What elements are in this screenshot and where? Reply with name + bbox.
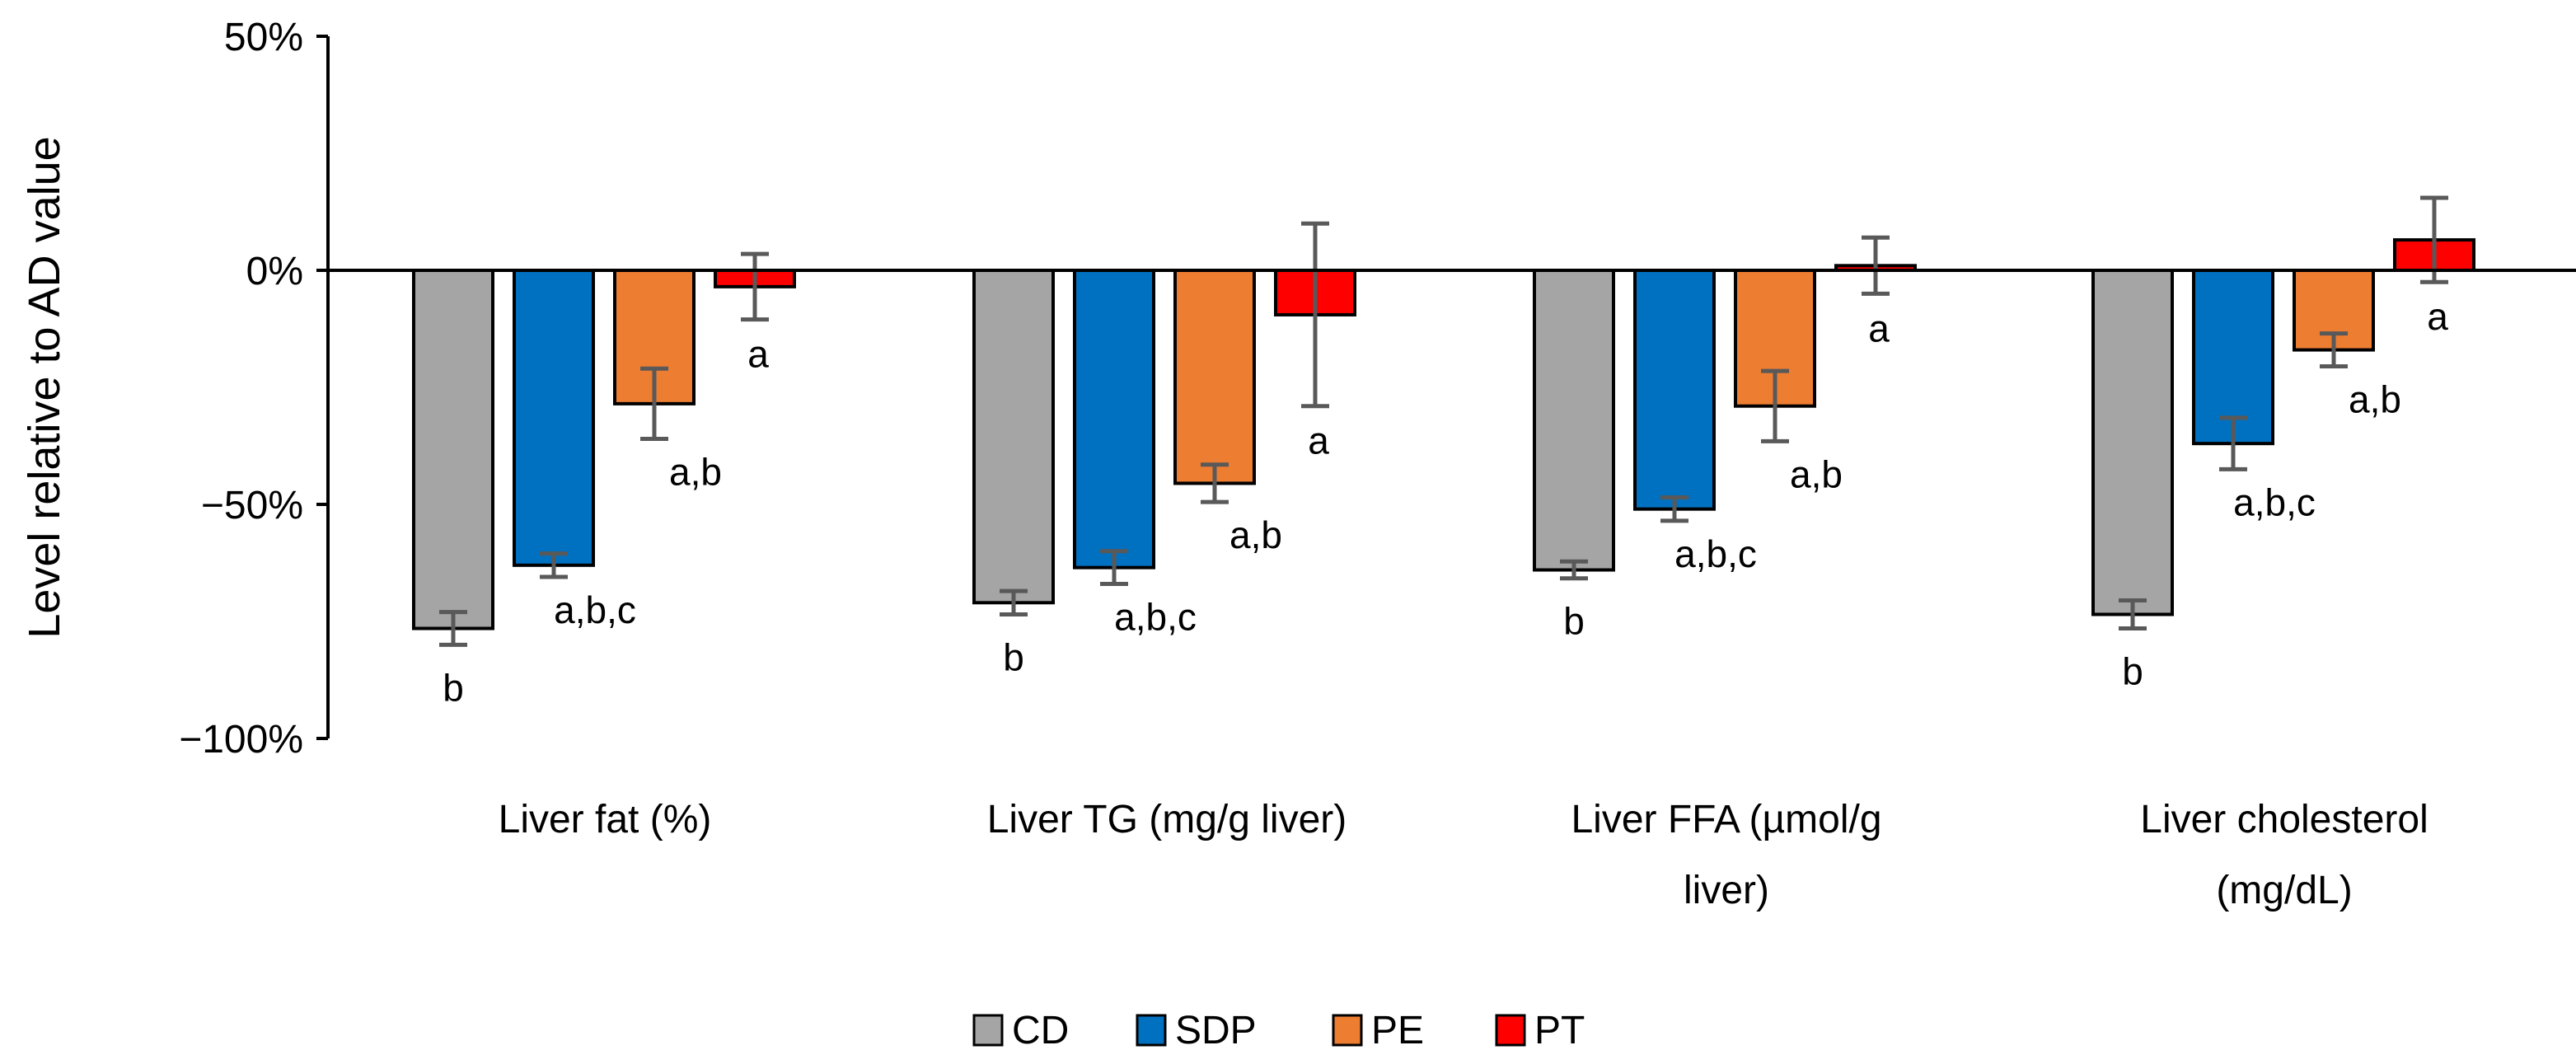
category-labels-layer: Liver fat (%) Liver TG (mg/g liver) Liver … [499, 798, 2428, 912]
legend-swatch-pe [1332, 1014, 1363, 1047]
legend: CD SDP PE PT [972, 1009, 1585, 1052]
error-bar [1301, 221, 1329, 409]
bars-layer [412, 238, 2475, 630]
error-bar [1560, 559, 1588, 581]
error-bar [1201, 462, 1229, 504]
error-bar [2320, 331, 2348, 368]
significance-labels-layer: b b b b a,b,c a,b,c a,b,c a,b,c a,b a,b a,b a,b a a a a [443, 295, 2448, 709]
significance-label: a [2427, 295, 2448, 338]
bar-sdp [1073, 269, 1155, 569]
bar-cd [972, 269, 1055, 605]
error-bar [1862, 235, 1890, 296]
bar-cd [2091, 269, 2174, 616]
bar-sdp [2192, 269, 2274, 446]
error-bar [741, 251, 769, 322]
error-bar [2420, 195, 2448, 284]
y-ticks-layer: 50% 0% −50% −100% [179, 16, 328, 762]
significance-label: b [2122, 650, 2143, 693]
significance-label: a,b [1229, 513, 1282, 556]
significance-label: b [443, 666, 464, 709]
y-tick-label: −100% [179, 718, 303, 762]
bar-sdp [513, 269, 595, 567]
legend-swatch-pt [1495, 1014, 1526, 1047]
error-bar [1660, 495, 1688, 523]
error-bar [1000, 588, 1028, 616]
y-tick-label: −50% [201, 484, 303, 527]
significance-label: a,b,c [554, 588, 636, 631]
y-tick-label: 50% [224, 16, 303, 59]
category-label: liver) [1684, 869, 1769, 912]
significance-label: a,b,c [1674, 532, 1757, 575]
significance-label: a,b [2349, 377, 2401, 420]
significance-label: a,b,c [1114, 596, 1197, 639]
legend-label-pe: PE [1371, 1009, 1424, 1052]
error-bar [1761, 368, 1789, 443]
category-label: Liver fat (%) [499, 798, 712, 841]
bar-pe [1173, 269, 1256, 485]
significance-label: a [1308, 420, 1329, 462]
y-tick-label: 0% [246, 250, 303, 293]
legend-label-cd: CD [1012, 1009, 1069, 1052]
significance-label: a [1868, 307, 1890, 349]
significance-label: a [747, 333, 769, 376]
significance-label: a,b [1790, 452, 1843, 495]
error-bar [1100, 549, 1128, 587]
category-label: Liver cholesterol [2140, 798, 2428, 841]
legend-swatch-sdp [1136, 1014, 1167, 1047]
error-bar [640, 366, 668, 441]
error-bar [540, 551, 568, 579]
bar-cd [412, 269, 494, 630]
category-label: (mg/dL) [2216, 869, 2352, 912]
significance-label: a,b [669, 450, 722, 493]
bar-cd [1533, 269, 1615, 572]
legend-swatch-cd [972, 1014, 1004, 1047]
significance-label: b [1003, 635, 1024, 678]
error-bars-layer [439, 195, 2448, 647]
legend-label-pt: PT [1534, 1009, 1585, 1052]
bar-sdp [1633, 269, 1716, 511]
category-label: Liver FFA (µmol/g [1571, 798, 1881, 841]
legend-label-sdp: SDP [1175, 1009, 1257, 1052]
error-bar [2119, 598, 2147, 631]
error-bar [2219, 415, 2247, 471]
y-axis-title: Level relative to AD value [20, 136, 69, 638]
error-bar [439, 610, 467, 647]
significance-label: a,b,c [2233, 480, 2316, 523]
category-label: Liver TG (mg/g liver) [987, 798, 1347, 841]
significance-label: b [1563, 600, 1585, 643]
